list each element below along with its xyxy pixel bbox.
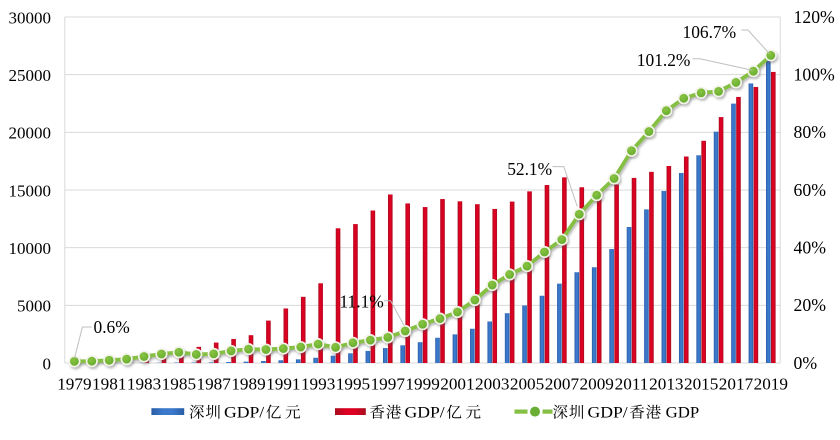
svg-text:5000: 5000	[17, 297, 51, 316]
svg-text:10000: 10000	[9, 239, 52, 258]
svg-text:1983: 1983	[127, 374, 161, 393]
svg-text:1981: 1981	[92, 374, 126, 393]
svg-text:GDP/: GDP/	[588, 404, 629, 421]
svg-text:11.1%: 11.1%	[340, 291, 384, 311]
svg-text:2013: 2013	[649, 374, 683, 393]
svg-text:0: 0	[43, 354, 52, 373]
svg-text:2019: 2019	[754, 374, 788, 393]
svg-text:1999: 1999	[405, 374, 439, 393]
svg-text:1991: 1991	[266, 374, 300, 393]
svg-text:1997: 1997	[371, 374, 406, 393]
svg-text:2011: 2011	[615, 374, 649, 393]
svg-text:100%: 100%	[794, 65, 836, 85]
svg-text:1989: 1989	[231, 374, 265, 393]
svg-text:2015: 2015	[684, 374, 718, 393]
svg-text:2009: 2009	[580, 374, 614, 393]
svg-text:20000: 20000	[9, 124, 52, 143]
svg-text:0.6%: 0.6%	[94, 317, 130, 337]
svg-text:GDP/: GDP/	[224, 404, 265, 421]
svg-text:25000: 25000	[9, 66, 52, 85]
svg-text:120%: 120%	[794, 7, 836, 27]
svg-text:1995: 1995	[336, 374, 370, 393]
svg-text:40%: 40%	[794, 238, 827, 258]
svg-text:30000: 30000	[9, 8, 52, 27]
svg-text:52.1%: 52.1%	[507, 159, 552, 179]
svg-text:15000: 15000	[9, 181, 52, 200]
svg-text:1993: 1993	[301, 374, 335, 393]
svg-text:2001: 2001	[440, 374, 474, 393]
svg-text:0%: 0%	[794, 353, 818, 373]
svg-text:2003: 2003	[475, 374, 509, 393]
svg-text:60%: 60%	[794, 180, 827, 200]
svg-text:1979: 1979	[57, 374, 91, 393]
svg-text:GDP/: GDP/	[405, 404, 446, 421]
svg-text:106.7%: 106.7%	[683, 22, 737, 42]
svg-text:GDP: GDP	[666, 404, 700, 421]
svg-text:20%: 20%	[794, 295, 827, 315]
svg-text:1985: 1985	[162, 374, 196, 393]
svg-text:101.2%: 101.2%	[637, 50, 691, 70]
svg-text:1987: 1987	[196, 374, 231, 393]
svg-text:2005: 2005	[510, 374, 544, 393]
svg-text:2007: 2007	[545, 374, 580, 393]
svg-text:2017: 2017	[719, 374, 754, 393]
svg-text:80%: 80%	[794, 122, 827, 142]
